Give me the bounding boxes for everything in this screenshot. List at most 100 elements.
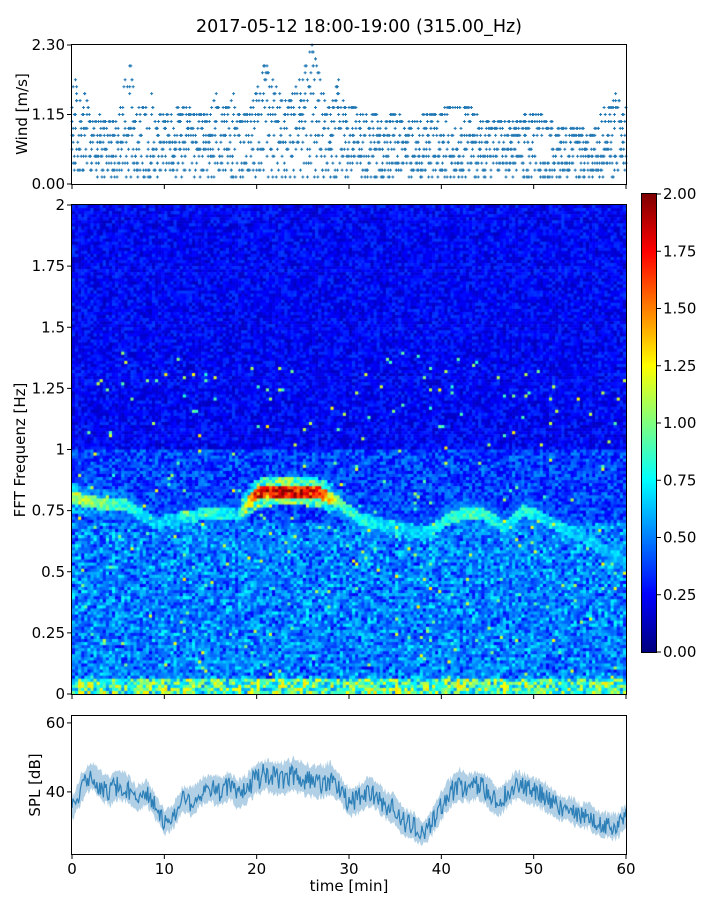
wind-point [466,113,470,116]
wind-point [233,147,237,151]
wind-point [511,119,515,123]
wind-point [386,154,390,158]
wind-point [454,168,458,172]
wind-point [380,147,384,151]
wind-point [230,161,234,165]
wind-point [317,119,321,123]
spl-x-label: time [min] [310,877,389,895]
wind-point [288,175,292,179]
wind-point [212,99,216,103]
wind-point [271,106,275,110]
wind-point [413,154,417,158]
figure-title: 2017-05-12 18:00-19:00 (315.00_Hz) [196,17,522,37]
wind-point [301,113,305,116]
wind-point [386,147,390,151]
wind-point [103,119,107,123]
wind-point [129,175,133,179]
wind-point [359,161,363,165]
wind-point [299,92,303,96]
wind-point [612,126,616,130]
spectrogram-y-tick-label: 1 [55,441,65,459]
wind-point [416,140,420,144]
wind-point [90,161,94,165]
wind-point [492,119,496,123]
wind-scatter-series [70,43,628,179]
wind-point [227,106,231,110]
wind-point [225,119,229,123]
wind-point [284,99,288,103]
wind-point [292,140,296,144]
wind-point [510,140,514,144]
wind-point [180,154,184,158]
wind-point [135,113,139,116]
wind-point [483,133,487,137]
wind-point [214,92,218,96]
wind-point [137,147,141,151]
wind-point [558,175,562,179]
wind-point [284,140,288,144]
wind-point [105,147,109,151]
wind-point [350,126,354,130]
wind-point [270,85,274,89]
wind-point [312,78,316,82]
wind-point [504,175,508,179]
wind-point [550,119,554,123]
wind-point [437,154,441,158]
wind-point [294,147,298,151]
wind-point [145,154,149,158]
wind-point [180,175,184,179]
wind-point [192,175,196,179]
wind-point [150,113,154,116]
colorbar-tick-label: 1.75 [663,242,696,260]
wind-point [224,168,228,172]
wind-point [256,85,260,89]
wind-point [494,133,498,137]
wind-point [330,147,334,151]
wind-point [616,106,620,110]
wind-point [311,92,315,96]
wind-point [229,168,233,172]
wind-point [491,140,495,144]
wind-point [207,140,211,144]
wind-point [263,106,267,110]
wind-point [84,147,88,151]
wind-point [183,154,187,158]
wind-point [308,154,312,158]
wind-point [232,92,236,96]
wind-point [302,99,306,103]
wind-point [344,140,348,144]
wind-point [282,119,286,123]
wind-point [72,154,76,158]
wind-point [173,154,177,158]
wind-point [544,119,548,123]
wind-point [192,154,196,158]
wind-point [446,140,450,144]
wind-point [296,133,300,137]
wind-point [571,154,575,158]
wind-point [404,147,408,151]
wind-point [430,175,434,179]
wind-point [117,113,121,116]
wind-point [282,161,286,165]
wind-point [331,133,335,137]
wind-point [109,140,113,144]
wind-point [302,126,306,130]
wind-point [318,78,322,82]
wind-point [535,133,539,137]
wind-point [610,133,614,137]
wind-point [544,168,548,172]
wind-point [571,147,575,151]
wind-point [347,140,351,144]
wind-point [315,64,319,68]
wind-point [585,147,589,151]
wind-point [357,119,361,123]
colorbar-gradient [642,194,656,652]
wind-point [286,113,290,116]
spl-y-tick-label: 40 [46,783,65,801]
wind-point [157,154,161,158]
wind-point [85,161,89,165]
wind-point [163,126,167,130]
wind-point [322,92,326,96]
wind-point [267,133,271,137]
wind-point [310,119,314,123]
